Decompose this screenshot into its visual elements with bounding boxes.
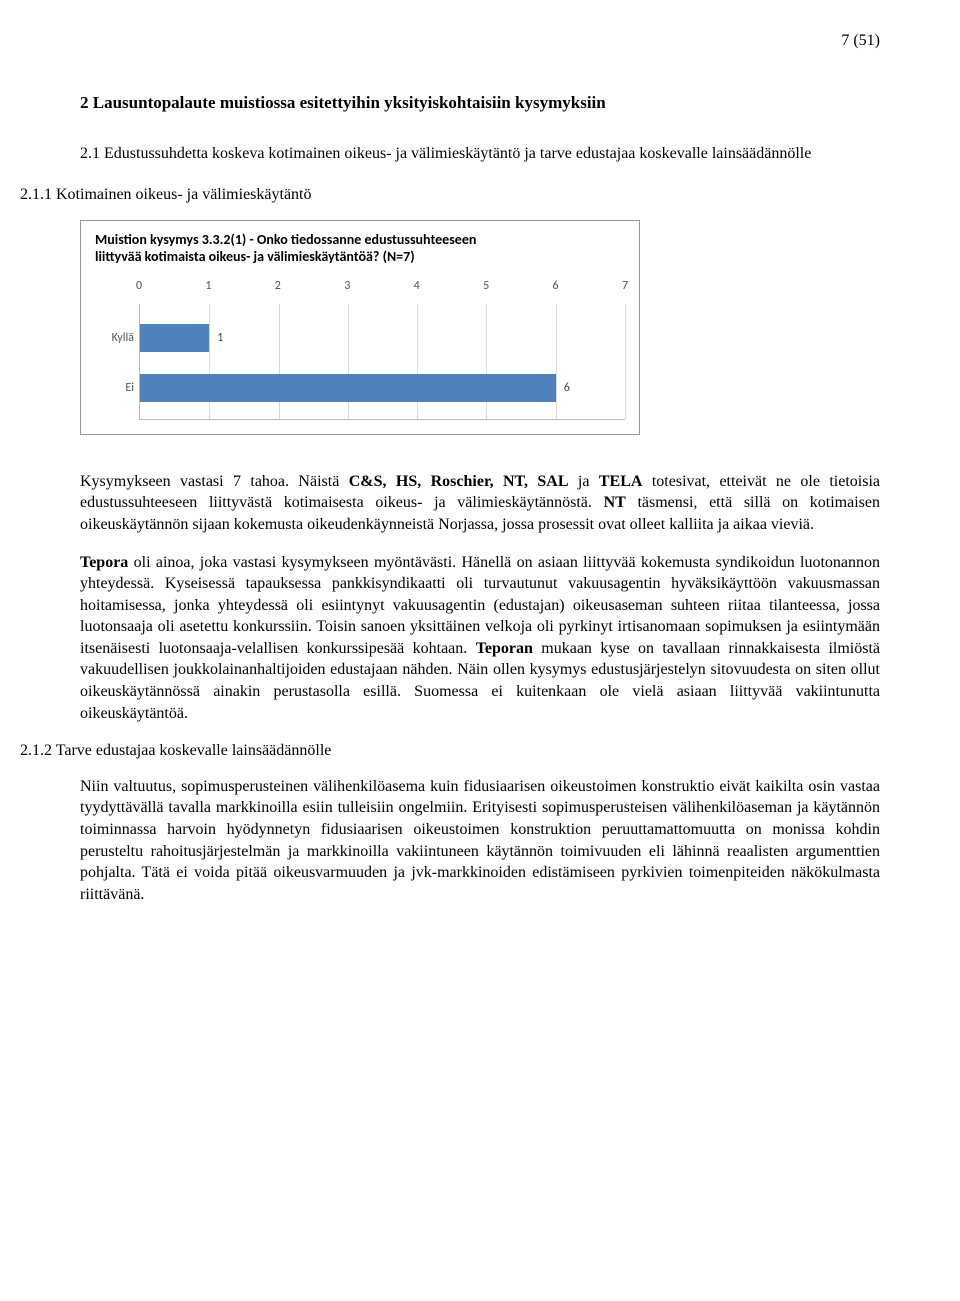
p1-bold1: C&S, HS, Roschier, NT, SAL [349,473,569,490]
chart-title-line1: Muistion kysymys 3.3.2(1) - Onko tiedoss… [95,231,476,248]
p1-bold3: NT [604,494,626,511]
chart-bar-value: 6 [564,380,570,396]
chart-bar [140,324,209,352]
chart-tick-label: 6 [553,278,559,294]
chart-bar-value: 1 [217,330,223,346]
chart-tick-label: 2 [275,278,281,294]
heading-sub2: 2.1.1 Kotimainen oikeus- ja välimieskäyt… [20,184,880,206]
p1-bold2: TELA [599,473,643,490]
p2-bold2: Teporan [476,640,533,657]
paragraph-3: Niin valtuutus, sopimusperusteinen välih… [80,776,880,906]
chart-title: Muistion kysymys 3.3.2(1) - Onko tiedoss… [95,231,625,266]
paragraph-1: Kysymykseen vastasi 7 tahoa. Näistä C&S,… [80,471,880,536]
heading-main: 2 Lausuntopalaute muistiossa esitettyihi… [80,92,880,115]
chart-x-axis: 0 1 2 3 4 5 6 7 [139,278,625,294]
chart-plot: Kyllä1 Ei6 [139,304,625,420]
chart-bar-row: Kyllä1 [140,318,625,358]
chart-area: 01234567 Kyllä1Ei6 [95,278,625,420]
p2-bold1: Tepora [80,554,128,571]
chart-gridline [625,304,626,419]
chart-bar [140,374,556,402]
chart-bar-row: Ei6 [140,368,625,408]
chart-category-label: Kyllä [96,330,134,346]
chart-tick-label: 4 [414,278,420,294]
chart-tick-label: 7 [622,278,628,294]
page-number: 7 (51) [80,30,880,52]
chart-title-line2: liittyvää kotimaista oikeus- ja välimies… [95,248,415,265]
chart-tick-label: 0 [136,278,142,294]
p1-mid1: ja [569,473,599,490]
chart-tick-label: 3 [344,278,350,294]
chart-tick-label: 1 [205,278,211,294]
paragraph-2: Tepora oli ainoa, joka vastasi kysymykse… [80,552,880,725]
p1-lead: Kysymykseen vastasi 7 tahoa. Näistä [80,473,349,490]
chart-category-label: Ei [96,380,134,396]
chart-tick-label: 5 [483,278,489,294]
chart-container: Muistion kysymys 3.3.2(1) - Onko tiedoss… [80,220,640,435]
heading-sub1: 2.1 Edustussuhdetta koskeva kotimainen o… [80,143,880,165]
heading-sub3: 2.1.2 Tarve edustajaa koskevalle lainsää… [20,740,880,762]
